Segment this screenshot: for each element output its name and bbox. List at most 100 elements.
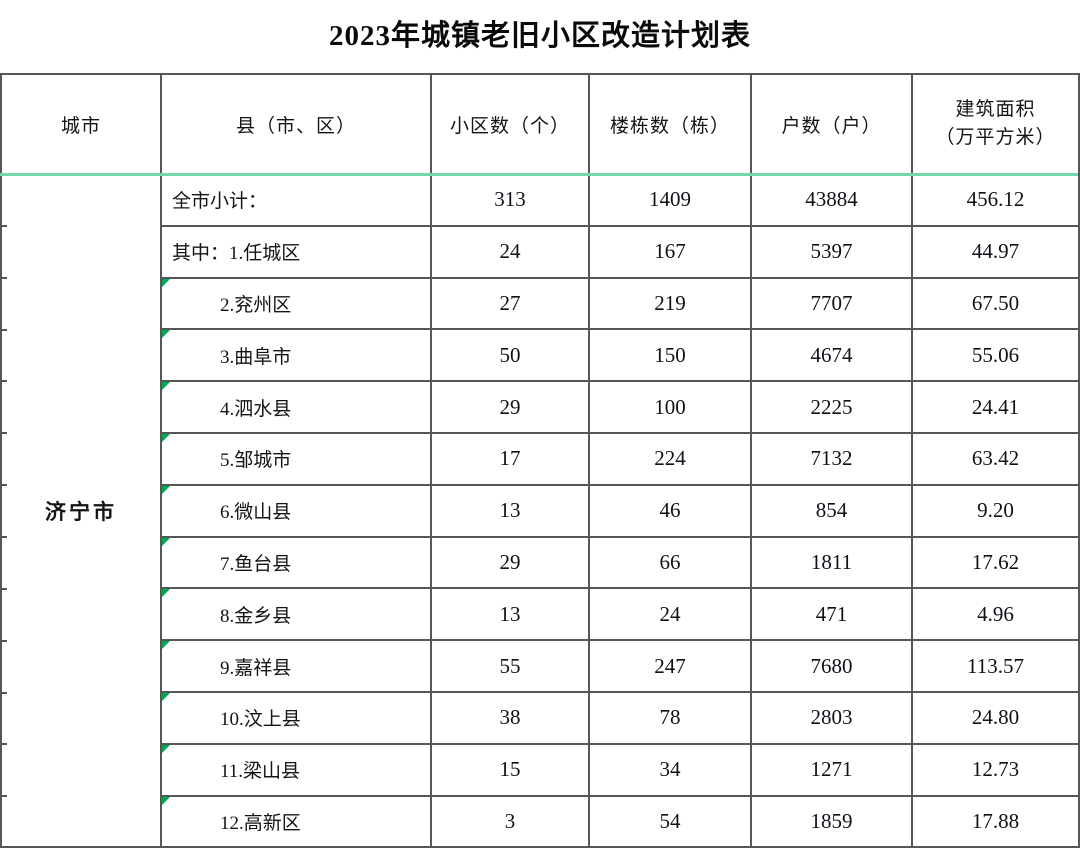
cell-flag-triangle-icon <box>163 538 170 546</box>
buildings-cell: 24 <box>588 587 752 642</box>
buildings-cell: 66 <box>588 535 752 590</box>
county-cell: 11.梁山县 <box>160 742 432 797</box>
county-label: 3.曲阜市 <box>220 346 292 368</box>
cell-flag-triangle-icon <box>163 486 170 494</box>
county-label: 其中：1.任城区 <box>172 243 301 265</box>
households-cell: 471 <box>750 587 913 642</box>
row-boundary-tick <box>0 795 7 798</box>
renovation-plan-table: 城市 县（市、区） 小区数（个） 楼栋数（栋） 户数（户） 建筑面积 （万平方米… <box>0 73 1080 849</box>
table-row: 6.微山县 13 46 854 9.20 <box>1 483 1080 538</box>
communities-cell: 13 <box>430 483 590 538</box>
households-cell: 1811 <box>750 535 913 590</box>
table-row: 12.高新区 3 54 1859 17.88 <box>1 794 1080 849</box>
buildings-cell: 150 <box>588 328 752 383</box>
county-cell: 6.微山县 <box>160 483 432 538</box>
col-header-city: 城市 <box>0 73 162 175</box>
communities-cell: 50 <box>430 328 590 383</box>
area-cell: 9.20 <box>911 483 1080 538</box>
col-header-households: 户数（户） <box>750 73 913 175</box>
households-cell: 7707 <box>750 276 913 331</box>
row-boundary-tick <box>0 587 7 590</box>
households-cell: 854 <box>750 483 913 538</box>
county-label: 4.泗水县 <box>220 398 292 420</box>
households-cell: 43884 <box>750 173 913 227</box>
col-header-area: 建筑面积 （万平方米） <box>911 73 1080 175</box>
households-cell: 2225 <box>750 380 913 434</box>
table-row: 其中：1.任城区 24 167 5397 44.97 <box>1 224 1080 279</box>
communities-cell: 13 <box>430 587 590 642</box>
county-cell: 8.金乡县 <box>160 587 432 642</box>
table-row: 11.梁山县 15 34 1271 12.73 <box>1 742 1080 797</box>
data-table: 城市 县（市、区） 小区数（个） 楼栋数（栋） 户数（户） 建筑面积 （万平方米… <box>0 73 1080 849</box>
buildings-cell: 46 <box>588 483 752 538</box>
county-cell: 2.兖州区 <box>160 276 432 331</box>
table-row: 8.金乡县 13 24 471 4.96 <box>1 587 1080 642</box>
county-label: 8.金乡县 <box>220 605 292 627</box>
area-cell: 44.97 <box>911 224 1080 279</box>
communities-cell: 38 <box>430 690 590 745</box>
county-cell: 10.汶上县 <box>160 690 432 745</box>
table-header-row: 城市 县（市、区） 小区数（个） 楼栋数（栋） 户数（户） 建筑面积 （万平方米… <box>0 73 1080 175</box>
county-label: 12.高新区 <box>220 812 301 834</box>
communities-cell: 3 <box>430 794 590 849</box>
row-boundary-tick <box>0 380 7 383</box>
row-boundary-tick <box>0 328 7 331</box>
county-label: 10.汶上县 <box>220 709 301 731</box>
cell-flag-triangle-icon <box>163 590 170 598</box>
communities-cell: 313 <box>430 173 590 227</box>
cell-flag-triangle-icon <box>163 383 170 391</box>
area-cell: 24.80 <box>911 690 1080 745</box>
row-boundary-tick <box>0 691 7 694</box>
county-cell: 全市小计： <box>160 173 432 227</box>
communities-cell: 17 <box>430 431 590 486</box>
row-boundary-tick <box>0 224 7 227</box>
area-cell: 63.42 <box>911 431 1080 486</box>
households-cell: 1271 <box>750 742 913 797</box>
households-cell: 1859 <box>750 794 913 849</box>
cell-flag-triangle-icon <box>163 693 170 701</box>
county-cell: 7.鱼台县 <box>160 535 432 590</box>
area-cell: 17.62 <box>911 535 1080 590</box>
table-row: 10.汶上县 38 78 2803 24.80 <box>1 690 1080 745</box>
county-label: 全市小计： <box>172 191 268 213</box>
communities-cell: 15 <box>430 742 590 797</box>
col-header-county: 县（市、区） <box>160 73 432 175</box>
communities-cell: 24 <box>430 224 590 279</box>
county-cell: 其中：1.任城区 <box>160 224 432 279</box>
row-boundary-tick <box>0 743 7 746</box>
county-label: 5.邹城市 <box>220 450 292 472</box>
buildings-cell: 100 <box>588 380 752 434</box>
county-cell: 3.曲阜市 <box>160 328 432 383</box>
communities-cell: 27 <box>430 276 590 331</box>
col-header-area-line2: （万平方米） <box>935 127 1056 148</box>
buildings-cell: 34 <box>588 742 752 797</box>
cell-flag-triangle-icon <box>163 745 170 753</box>
cell-flag-triangle-icon <box>163 331 170 339</box>
table-row: 9.嘉祥县 55 247 7680 113.57 <box>1 639 1080 693</box>
cell-flag-triangle-icon <box>163 279 170 287</box>
area-cell: 17.88 <box>911 794 1080 849</box>
area-cell: 67.50 <box>911 276 1080 331</box>
table-row: 3.曲阜市 50 150 4674 55.06 <box>1 328 1080 383</box>
county-cell: 4.泗水县 <box>160 380 432 434</box>
cell-flag-triangle-icon <box>163 642 170 650</box>
city-cell: 济宁市 <box>0 172 162 849</box>
row-boundary-tick <box>0 639 7 642</box>
cell-flag-triangle-icon <box>163 434 170 442</box>
county-label: 11.梁山县 <box>220 761 301 783</box>
county-cell: 9.嘉祥县 <box>160 639 432 693</box>
buildings-cell: 54 <box>588 794 752 849</box>
row-boundary-tick <box>0 276 7 279</box>
households-cell: 7132 <box>750 431 913 486</box>
buildings-cell: 224 <box>588 431 752 486</box>
buildings-cell: 78 <box>588 690 752 745</box>
area-cell: 113.57 <box>911 639 1080 693</box>
page-title: 2023年城镇老旧小区改造计划表 <box>328 20 751 52</box>
table-row: 5.邹城市 17 224 7132 63.42 <box>1 431 1080 486</box>
row-boundary-tick <box>0 484 7 487</box>
table-row: 4.泗水县 29 100 2225 24.41 <box>1 380 1080 434</box>
households-cell: 4674 <box>750 328 913 383</box>
households-cell: 7680 <box>750 639 913 693</box>
buildings-cell: 219 <box>588 276 752 331</box>
table-row: 2.兖州区 27 219 7707 67.50 <box>1 276 1080 331</box>
